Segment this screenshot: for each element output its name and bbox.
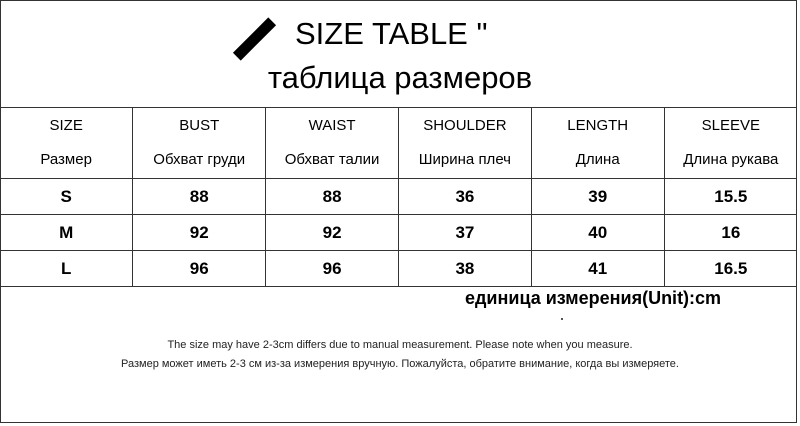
table-row: L 96 96 38 41 16.5 xyxy=(0,250,797,287)
table-cell: 96 xyxy=(265,250,399,287)
table-row: S 88 88 36 39 15.5 xyxy=(0,178,797,215)
title-russian: таблица размеров xyxy=(267,60,533,95)
table-cell: L xyxy=(0,250,134,287)
header-ru: Обхват груди xyxy=(153,151,246,168)
column-header: SIZE Размер xyxy=(0,107,134,179)
header-ru: Размер xyxy=(40,151,92,168)
column-header: SLEEVE Длина рукава xyxy=(663,107,797,179)
header-row: SIZE Размер BUST Обхват груди WAIST Обхват та… xyxy=(0,107,797,179)
header-en: LENGTH xyxy=(567,117,629,134)
table-cell: 15.5 xyxy=(663,178,797,215)
size-table: SIZE Размер BUST Обхват груди WAIST Обхват та… xyxy=(0,107,797,287)
note-english: The size may have 2-3cm differs due to m… xyxy=(167,339,633,351)
table-cell: 36 xyxy=(397,178,532,215)
header-en: SIZE xyxy=(49,117,83,134)
table-cell: 39 xyxy=(530,178,665,215)
table-cell: 96 xyxy=(132,250,267,287)
header-en: WAIST xyxy=(308,117,356,134)
column-header: BUST Обхват груди xyxy=(132,107,267,179)
header-ru: Длина рукава xyxy=(683,151,779,168)
header-ru: Обхват талии xyxy=(284,151,380,168)
table-cell: 16.5 xyxy=(663,250,797,287)
table-cell: 37 xyxy=(397,214,532,251)
column-header: SHOULDER Ширина плеч xyxy=(397,107,532,179)
table-cell: 41 xyxy=(530,250,665,287)
table-cell: 40 xyxy=(530,214,665,251)
table-cell: 92 xyxy=(265,214,399,251)
table-cell: 38 xyxy=(397,250,532,287)
unit-label: единица измерения(Unit):cm xyxy=(465,288,722,308)
note-russian: Размер может иметь 2-3 см из-за измерени… xyxy=(121,358,679,370)
table-cell: 88 xyxy=(132,178,267,215)
header-en: SLEEVE xyxy=(701,117,760,134)
table-cell: 92 xyxy=(132,214,267,251)
title-english: SIZE TABLE " xyxy=(295,16,488,51)
header-en: SHOULDER xyxy=(423,117,507,134)
header-ru: Длина xyxy=(575,151,620,168)
dot xyxy=(561,318,563,320)
column-header: WAIST Обхват талии xyxy=(265,107,399,179)
column-header: LENGTH Длина xyxy=(530,107,665,179)
table-row: M 92 92 37 40 16 xyxy=(0,214,797,251)
header-ru: Ширина плеч xyxy=(418,151,511,168)
header-en: BUST xyxy=(179,117,220,134)
table-cell: 16 xyxy=(663,214,797,251)
table-cell: S xyxy=(0,178,134,215)
table-cell: 88 xyxy=(265,178,399,215)
table-cell: M xyxy=(0,214,134,251)
